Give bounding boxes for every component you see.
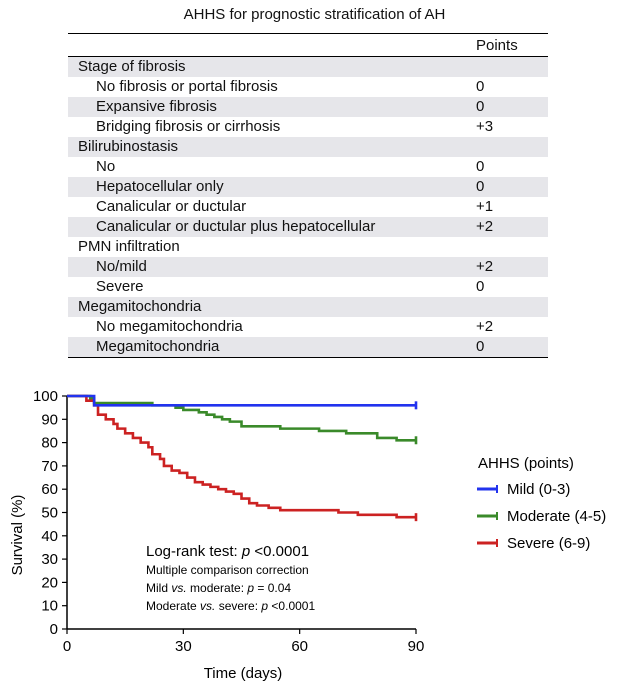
y-tick-label: 10 xyxy=(41,598,58,615)
criterion-label: Hepatocellular only xyxy=(68,177,476,197)
points-value xyxy=(476,56,548,77)
criterion-row: No/mild +2 xyxy=(68,257,548,277)
criterion-row: No fibrosis or portal fibrosis 0 xyxy=(68,77,548,97)
points-value: 0 xyxy=(476,97,548,117)
points-value: +3 xyxy=(476,118,494,135)
y-tick-label: 30 xyxy=(41,551,58,568)
points-value xyxy=(476,297,548,317)
points-value: 0 xyxy=(476,78,485,95)
survival-curve xyxy=(67,394,416,442)
points-value: 0 xyxy=(476,337,548,358)
criterion-row: No megamitochondria +2 xyxy=(68,317,548,337)
y-tick-label: 60 xyxy=(41,481,58,498)
ahhs-score-table: Points Stage of fibrosis No fibrosis or p… xyxy=(68,33,548,358)
criterion-label: No fibrosis or portal fibrosis xyxy=(96,78,278,95)
x-tick-label: 0 xyxy=(63,638,71,655)
kaplan-meier-chart: 0 10 20 30 40 50 60 70 80 90 100 0 30 60 90 Survival (… xyxy=(9,388,606,682)
moderate-vs-severe: Moderate vs. severe: p <0.0001 xyxy=(146,599,315,613)
points-value: +2 xyxy=(476,257,548,277)
stats-annotation: Log-rank test: p <0.0001 Multiple compar… xyxy=(146,543,315,613)
criterion-row: Expansive fibrosis 0 xyxy=(68,97,548,117)
y-tick-label: 100 xyxy=(33,388,58,405)
category-row: Stage of fibrosis xyxy=(68,56,548,77)
criterion-label: Canalicular or ductular plus hepatocellu… xyxy=(68,217,476,237)
criterion-row: Hepatocellular only 0 xyxy=(68,177,548,197)
criterion-row: Bridging fibrosis or cirrhosis +3 xyxy=(68,117,548,137)
points-value xyxy=(476,137,548,157)
points-value: 0 xyxy=(476,278,485,295)
criterion-label: Megamitochondria xyxy=(68,337,476,358)
y-tick-label: 90 xyxy=(41,411,58,428)
x-tick-label: 90 xyxy=(408,638,425,655)
legend-title: AHHS (points) xyxy=(478,455,574,472)
legend-entry: Mild (0-3) xyxy=(507,481,570,498)
criterion-row: Megamitochondria 0 xyxy=(68,337,548,358)
points-value: 0 xyxy=(476,177,548,197)
category-label: Stage of fibrosis xyxy=(68,56,476,77)
points-value: 0 xyxy=(476,158,485,175)
category-label: PMN infiltration xyxy=(78,238,180,255)
correction-note: Multiple comparison correction xyxy=(146,563,309,577)
table-body: Stage of fibrosis No fibrosis or portal f… xyxy=(68,56,548,358)
criterion-label: No/mild xyxy=(68,257,476,277)
points-header: Points xyxy=(476,33,548,57)
survival-curve xyxy=(67,394,416,519)
log-rank-test: Log-rank test: p <0.0001 xyxy=(146,543,309,560)
y-tick-label: 40 xyxy=(41,528,58,545)
x-tick-label: 60 xyxy=(291,638,308,655)
criterion-label: Expansive fibrosis xyxy=(68,97,476,117)
criterion-label: No megamitochondria xyxy=(96,318,243,335)
table-header-row: Points xyxy=(68,33,548,57)
criterion-row: Severe 0 xyxy=(68,277,548,297)
legend: AHHS (points) Mild (0-3) Moderate (4-5) Se… xyxy=(477,455,606,552)
criterion-row: Canalicular or ductular +1 xyxy=(68,197,548,217)
points-value: +2 xyxy=(476,217,548,237)
points-value xyxy=(476,237,548,257)
criterion-label: No xyxy=(96,158,116,175)
category-row: Megamitochondria xyxy=(68,297,548,317)
survival-curves xyxy=(67,394,418,522)
survival-curve xyxy=(67,394,416,407)
y-tick-label: 20 xyxy=(41,574,58,591)
category-label: Megamitochondria xyxy=(68,297,476,317)
y-tick-label: 80 xyxy=(41,435,58,452)
legend-entry: Severe (6-9) xyxy=(507,535,590,552)
category-label: Bilirubinostasis xyxy=(68,137,476,157)
y-tick-label: 50 xyxy=(41,505,58,522)
y-axis-label: Survival (%) xyxy=(9,495,26,576)
table-header-criteria xyxy=(68,33,476,57)
legend-entry: Moderate (4-5) xyxy=(507,508,606,525)
criterion-row: Canalicular or ductular plus hepatocellu… xyxy=(68,217,548,237)
y-tick-label: 70 xyxy=(41,458,58,475)
y-tick-label: 0 xyxy=(50,621,58,638)
category-row: Bilirubinostasis xyxy=(68,137,548,157)
points-value: +1 xyxy=(476,198,494,215)
criterion-label: Severe xyxy=(96,278,144,295)
x-axis-label: Time (days) xyxy=(204,665,283,682)
table-title: AHHS for prognostic stratification of AH xyxy=(183,6,446,23)
category-row: PMN infiltration xyxy=(68,237,548,257)
mild-vs-moderate: Mild vs. moderate: p = 0.04 xyxy=(146,581,291,595)
x-tick-label: 30 xyxy=(175,638,192,655)
criterion-row: No 0 xyxy=(68,157,548,177)
criterion-label: Canalicular or ductular xyxy=(96,198,247,215)
points-value: +2 xyxy=(476,318,494,335)
chart-axes: 0 10 20 30 40 50 60 70 80 90 100 0 30 60 90 xyxy=(33,388,424,655)
criterion-label: Bridging fibrosis or cirrhosis xyxy=(96,118,281,135)
